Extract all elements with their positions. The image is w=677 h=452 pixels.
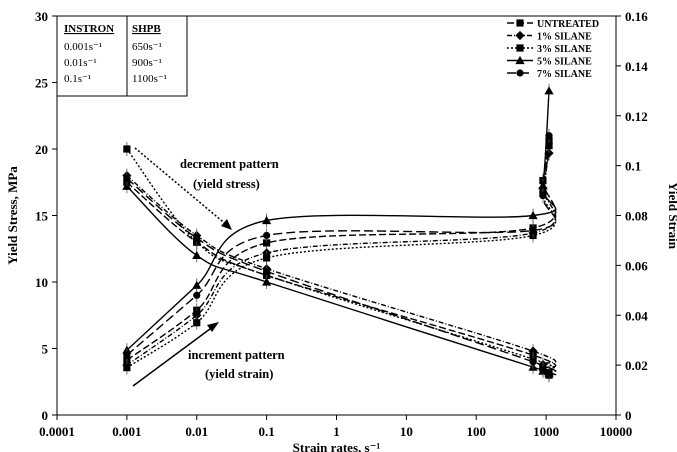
- legend-marker: [516, 69, 524, 77]
- strain-point: [123, 351, 131, 359]
- legend-marker: [515, 55, 525, 65]
- strain-line: [126, 90, 557, 351]
- y2-tick-label: 0.06: [625, 258, 648, 273]
- strain-point: [545, 132, 553, 140]
- axes-layer: 0.0001 0.001 0.01 0.1 1 10 100 1000 100000510152…: [5, 9, 677, 452]
- x-tick-label: 0.1: [259, 424, 275, 439]
- strain-point: [538, 180, 548, 190]
- annotation-increment-sub: (yield strain): [205, 367, 273, 381]
- series-layer: [122, 83, 557, 383]
- stress-line: [126, 148, 557, 376]
- x-tick-label: 0.001: [112, 424, 141, 439]
- annotation-increment: increment pattern: [188, 348, 285, 362]
- strain-point: [263, 254, 271, 262]
- inset-table: INSTRON SHPB 0.001s⁻¹ 650s⁻¹ 0.01s⁻¹ 900…: [56, 15, 188, 97]
- y-tick-label: 0: [42, 408, 49, 423]
- inset-cell: 0.001s⁻¹: [64, 41, 102, 53]
- strain-point: [263, 231, 271, 240]
- strain-point: [193, 291, 201, 299]
- strain-point: [193, 319, 201, 327]
- x-axis-title: Strain rates, s⁻¹: [293, 440, 381, 452]
- y-tick-label: 10: [35, 275, 48, 290]
- x-tick-label: 1000: [533, 424, 559, 439]
- inset-cell: 900s⁻¹: [132, 57, 162, 69]
- x-tick-label: 1: [333, 424, 340, 439]
- stress-point: [123, 145, 131, 153]
- x-tick-label: 10000: [600, 424, 633, 439]
- strain-point: [544, 148, 554, 158]
- strain-point: [192, 280, 202, 289]
- y2-axis-title: Yield Strain: [666, 182, 677, 250]
- legend-label: 1% SILANE: [537, 32, 592, 43]
- inset-cell: 0.1s⁻¹: [64, 73, 91, 85]
- y2-tick-label: 0.02: [625, 358, 648, 373]
- stress-line: [126, 185, 557, 376]
- stress-point: [192, 250, 202, 259]
- legend-marker: [515, 30, 525, 41]
- legend-label: UNTREATED: [537, 19, 599, 30]
- decrement-arrowhead: [221, 219, 232, 230]
- stress-point: [122, 181, 132, 190]
- x-tick-label: 0.01: [185, 424, 208, 439]
- stress-line: [126, 177, 557, 375]
- stress-point: [123, 174, 131, 182]
- y-tick-label: 25: [35, 76, 49, 91]
- stress-line: [126, 181, 557, 374]
- stress-point: [528, 346, 538, 356]
- strain-point: [123, 364, 131, 372]
- strain-point: [544, 86, 554, 95]
- inset-header-instron: INSTRON: [64, 23, 114, 35]
- strain-line: [126, 145, 557, 369]
- increment-arrowhead: [207, 322, 219, 332]
- x-tick-label: 0.0001: [39, 424, 75, 439]
- strain-point: [529, 226, 537, 235]
- inset-header-shpb: SHPB: [132, 23, 161, 35]
- stress-point: [529, 358, 537, 366]
- strain-point: [262, 215, 272, 225]
- y-tick-label: 15: [35, 209, 49, 224]
- stress-line: [126, 175, 557, 376]
- x-tick-label: 100: [467, 424, 487, 439]
- stress-point: [193, 234, 201, 242]
- strain-point: [528, 210, 538, 220]
- stress-point: [545, 370, 553, 378]
- annotations: decrement pattern (yield stress) increme…: [132, 147, 285, 387]
- y2-tick-label: 0.12: [625, 109, 648, 124]
- y2-tick-label: 0.14: [625, 59, 648, 74]
- legend-label: 5% SILANE: [537, 57, 592, 68]
- annotation-decrement: decrement pattern: [180, 157, 279, 171]
- y2-tick-label: 0.16: [625, 9, 648, 24]
- y2-tick-label: 0.08: [625, 209, 648, 224]
- y-axis-title: Yield Stress, MPa: [5, 166, 20, 265]
- y2-tick-label: 0.1: [625, 159, 641, 174]
- legend-marker: [516, 19, 524, 27]
- decrement-arrow: [134, 147, 229, 227]
- strain-point: [263, 239, 271, 247]
- legend-label: 3% SILANE: [537, 44, 592, 55]
- legend-marker: [516, 44, 524, 52]
- increment-arrow: [132, 325, 215, 387]
- stress-point: [263, 267, 271, 275]
- inset-cell: 650s⁻¹: [132, 41, 162, 53]
- stress-point: [539, 366, 547, 374]
- x-tick-label: 10: [400, 424, 413, 439]
- y-tick-label: 30: [35, 9, 48, 24]
- strain-line: [126, 153, 557, 366]
- y-tick-label: 20: [35, 142, 48, 157]
- stress-point: [262, 277, 272, 286]
- y2-tick-label: 0: [625, 408, 632, 423]
- strain-point: [192, 310, 202, 320]
- y-tick-label: 5: [42, 342, 49, 357]
- strain-point: [545, 142, 553, 150]
- inset-cell: 0.01s⁻¹: [64, 57, 97, 69]
- y2-tick-label: 0.04: [625, 308, 648, 323]
- annotation-decrement-sub: (yield stress): [193, 177, 260, 191]
- legend-label: 7% SILANE: [537, 69, 592, 80]
- strain-point: [539, 191, 547, 200]
- inset-cell: 1100s⁻¹: [132, 73, 167, 85]
